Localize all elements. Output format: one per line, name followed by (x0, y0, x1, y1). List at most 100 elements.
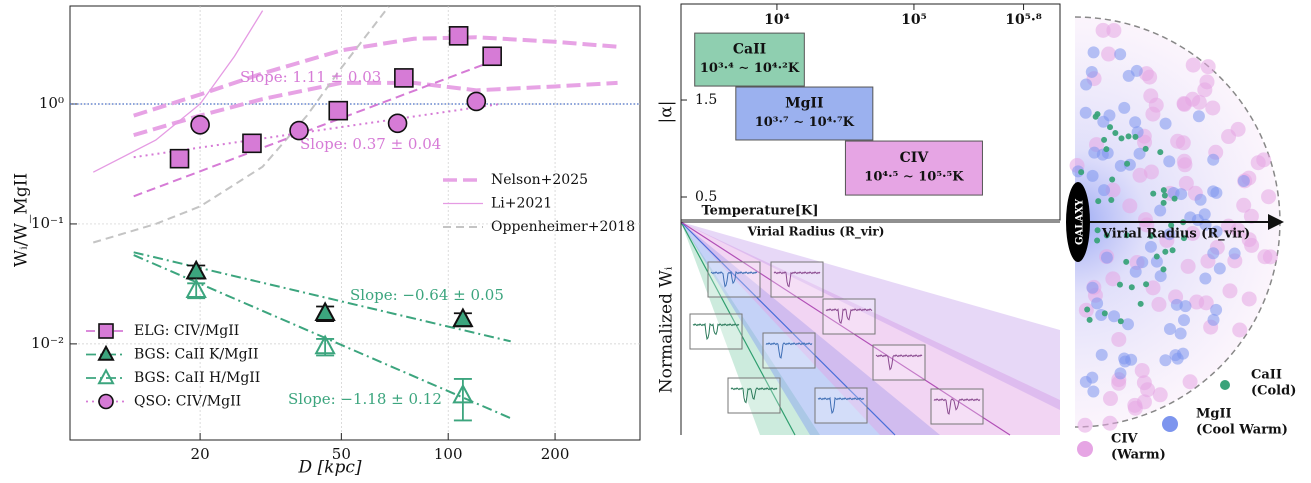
box-label: CIV (900, 150, 930, 166)
cloud (1084, 306, 1091, 313)
model-line (92, 6, 390, 244)
marker (328, 100, 349, 121)
marker (185, 259, 207, 280)
cloud (1244, 237, 1260, 253)
gas-clouds (1069, 22, 1278, 433)
cloud (1077, 417, 1093, 433)
x-tick-label: 10⁵ (901, 12, 927, 28)
legend-label: CIV (1111, 432, 1138, 447)
cloud (1130, 64, 1143, 77)
cloud (1194, 193, 1207, 206)
box-label: CaII (733, 42, 766, 58)
cloud (1080, 78, 1093, 91)
trend-line (680, 221, 796, 436)
cloud (1236, 197, 1252, 213)
cloud (1168, 222, 1175, 229)
legend-label: Oppenheimer+2018 (491, 219, 635, 235)
plot-frame (69, 5, 641, 441)
cloud (1154, 204, 1167, 217)
box-range: 10³·⁴ ∼ 10⁴·²K (700, 61, 800, 76)
cloud (1207, 153, 1220, 166)
cloud (1091, 297, 1104, 310)
cloud (1086, 281, 1099, 294)
cloud (1140, 382, 1156, 398)
cloud (1118, 135, 1125, 142)
legend-label: MgII (1196, 407, 1232, 422)
range-box (694, 32, 805, 87)
cloud (1114, 48, 1127, 61)
cloud (1132, 167, 1148, 183)
legend-label: CaII (1251, 368, 1282, 383)
plot-frame (680, 3, 1061, 221)
fit-annotation: Slope: −0.64 ± 0.05 (350, 286, 504, 304)
legend-marker (97, 344, 115, 361)
trend-line (680, 221, 1011, 436)
cloud (1106, 22, 1122, 38)
spectra-icons (689, 261, 984, 425)
model-line (133, 80, 618, 138)
cloud (1105, 271, 1121, 287)
legend-marker (98, 393, 114, 410)
cloud (1162, 248, 1169, 255)
cloud (1159, 354, 1172, 367)
marker (448, 26, 469, 46)
cloud (1210, 225, 1223, 238)
marker (169, 148, 190, 169)
cloud (1137, 134, 1153, 150)
cloud (1079, 375, 1092, 388)
cloud (1137, 300, 1144, 307)
spectrum-box (727, 377, 781, 414)
box-range: 10⁴·⁵ ∼ 10⁵·⁵K (864, 170, 964, 185)
cloud (1086, 169, 1099, 182)
range-box (735, 86, 874, 141)
cloud (1153, 253, 1160, 260)
spectrum (817, 396, 865, 415)
legend-marker (1077, 441, 1093, 457)
cloud (1109, 176, 1116, 183)
cloud (1185, 226, 1201, 242)
cloud (1133, 147, 1146, 160)
legend-marker (97, 368, 115, 385)
left-panel: D [kpc] Wᵢ/W_MgII 20 50 100 200 10⁻² 10⁻¹ 10⁰ S… (12, 5, 641, 478)
cloud (1094, 237, 1101, 244)
cloud (1232, 322, 1248, 338)
cloud (1159, 117, 1172, 130)
cloud (1102, 391, 1118, 407)
halo-panel: GALAXY Virial Radius (R_vir) CaII(Cold) M… (1066, 16, 1296, 463)
cloud (1170, 133, 1186, 149)
cloud (1122, 198, 1138, 214)
cloud (1160, 199, 1167, 206)
cloud (1230, 222, 1246, 238)
cloud (1171, 195, 1178, 202)
cloud (1144, 240, 1157, 253)
cloud (1243, 208, 1259, 224)
cloud (1100, 251, 1113, 264)
fit-annotation: Slope: 0.37 ± 0.04 (300, 135, 441, 153)
legend-note: (Warm) (1111, 448, 1166, 463)
cloud (1094, 111, 1101, 118)
y-axis-label: Normalized Wᵢ (657, 266, 677, 393)
cloud (1150, 190, 1157, 197)
y-tick-label: 10⁰ (39, 94, 64, 112)
cloud (1101, 310, 1108, 317)
cloud (1105, 182, 1121, 198)
spectrum (933, 398, 981, 415)
cloud (1228, 247, 1241, 260)
cloud (1097, 115, 1110, 128)
cloud (1198, 295, 1214, 311)
cloud (1107, 124, 1114, 131)
cloud (1079, 106, 1092, 119)
cloud (1178, 175, 1194, 191)
marker (289, 120, 309, 141)
cloud (1205, 100, 1221, 116)
cloud (1085, 65, 1098, 78)
middle-panel: Temperature[K] |α| 10⁴ 10⁵ 10⁵·⁸ 0.5 1.5 CaII… (657, 3, 1061, 221)
cloud (1116, 281, 1123, 288)
cloud (1136, 256, 1149, 269)
legend-note: (Cool Warm) (1196, 423, 1288, 438)
cloud (1112, 130, 1119, 137)
legend-label: BGS: CaII K/MgII (134, 347, 259, 363)
cloud (1101, 46, 1117, 62)
cloud (1151, 296, 1167, 312)
x-tick-label: 100 (434, 445, 463, 463)
